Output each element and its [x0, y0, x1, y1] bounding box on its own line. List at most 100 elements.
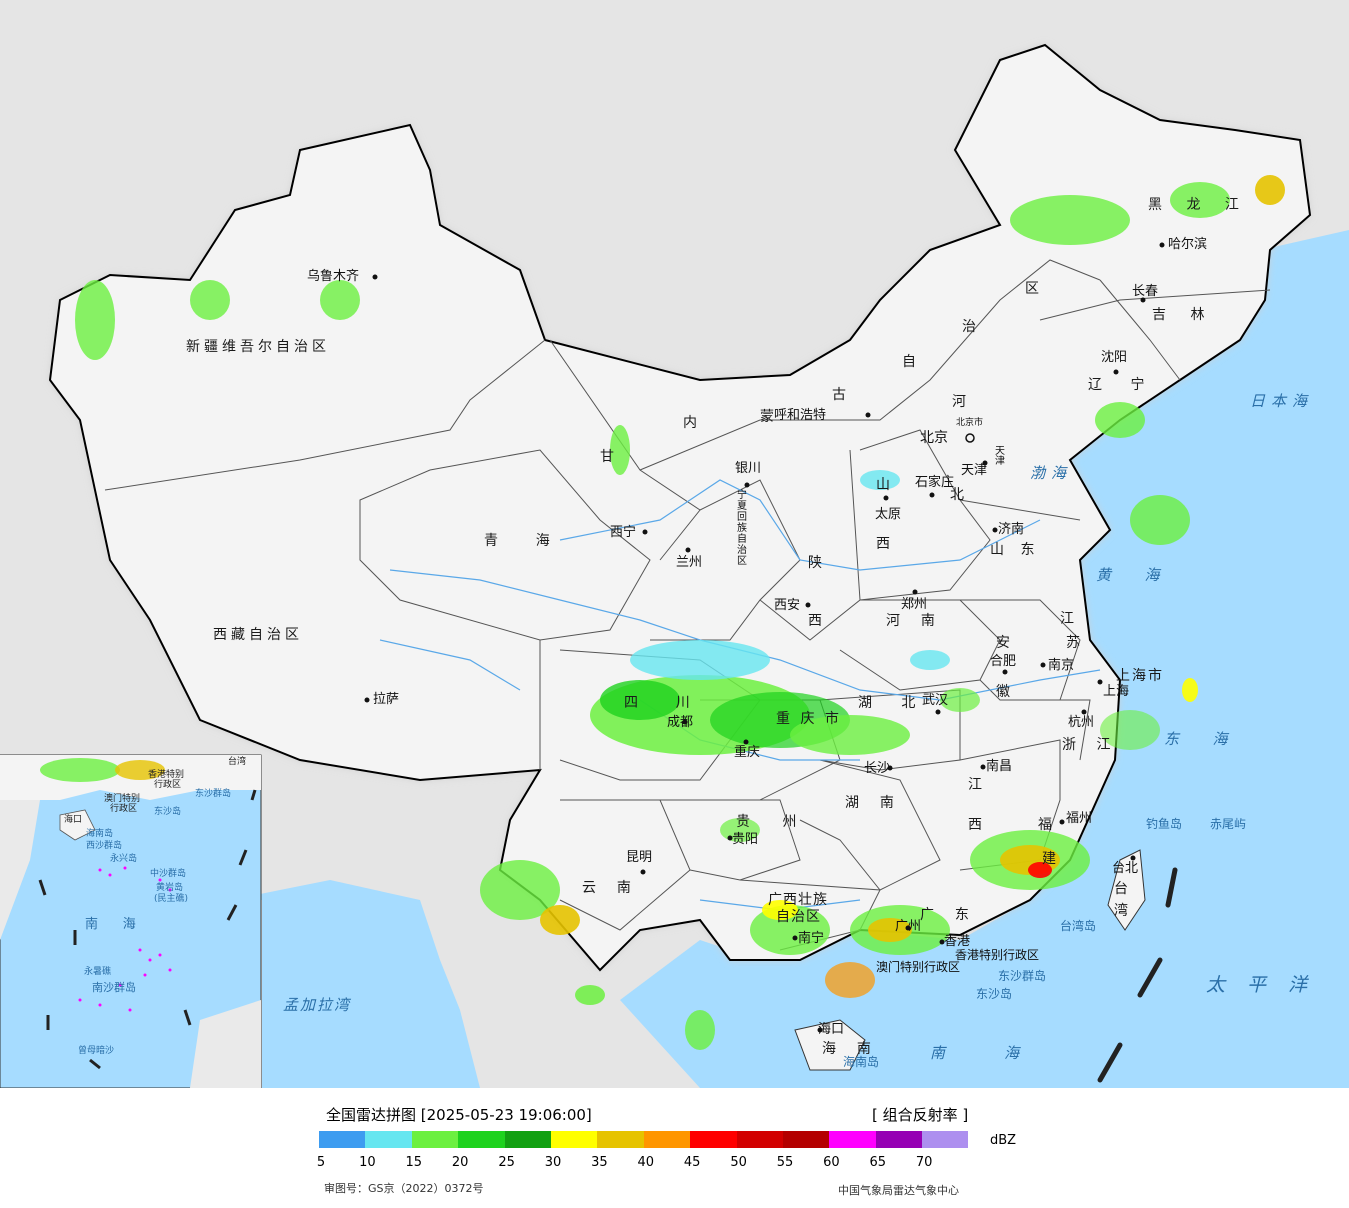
label-shandong: 山 东	[990, 542, 1041, 558]
city-taipei: 台北	[1112, 861, 1139, 876]
city-tianjin-city: 天津	[995, 446, 1005, 467]
legend-swatch-7	[643, 1131, 691, 1148]
inset-label-huangyan2: (民主礁)	[154, 894, 189, 904]
label-heilongjiang: 黑 龙 江	[1148, 197, 1249, 213]
legend-tick-65: 65	[869, 1155, 887, 1170]
island-chiwei: 赤尾屿	[1210, 817, 1247, 831]
legend: 全国雷达拼图 [2025-05-23 19:06:00] [ 组合反射率 ] 5…	[0, 1088, 1349, 1208]
label-hebei-1: 河	[952, 394, 966, 410]
inset-label-southsea: 南 海	[85, 917, 136, 932]
city-shanghai: 上海	[1103, 684, 1130, 699]
city-lhasa: 拉萨	[373, 692, 400, 707]
label-guangxi-2: 自治区	[776, 909, 821, 925]
inset-label-taiwan: 台湾	[228, 757, 247, 767]
inset-label-haikou: 海口	[64, 815, 83, 825]
label-guangdong: 广 东	[920, 907, 973, 923]
city-wuhan: 武汉	[922, 693, 949, 708]
radar-echoes	[75, 175, 1285, 1050]
legend-tick-40: 40	[637, 1155, 655, 1170]
city-changchun: 长春	[1132, 284, 1159, 299]
map-canvas	[0, 43, 1349, 1088]
city-urumqi: 乌鲁木齐	[307, 269, 360, 284]
city-nanjing: 南京	[1048, 658, 1075, 673]
label-fujian-1: 福	[1038, 817, 1052, 833]
label-neimenggu-6: 区	[1025, 281, 1039, 297]
legend-swatch-11	[829, 1131, 876, 1148]
legend-swatch-10	[782, 1131, 830, 1148]
city-hangzhou: 杭州	[1068, 715, 1095, 730]
island-taiwan: 台湾岛	[1060, 919, 1097, 933]
label-ningxia: 宁夏回族自治区	[737, 490, 747, 567]
city-haikou: 海口	[818, 1022, 845, 1037]
inset-label-nansha: 南沙群岛	[92, 981, 136, 994]
sea-yellow: 黄 海	[1096, 566, 1168, 584]
label-neimenggu-1: 内	[683, 415, 697, 431]
label-neimenggu-4: 自	[902, 354, 916, 370]
inset-label-dongsha: 东沙群岛	[195, 789, 232, 799]
label-taiwan-1: 台	[1114, 881, 1128, 897]
city-hefei: 合肥	[990, 654, 1017, 669]
label-xizang: 西藏自治区	[213, 627, 303, 643]
sea-japan: 日本海	[1250, 392, 1314, 410]
label-xinjiang: 新疆维吾尔自治区	[186, 339, 330, 355]
boundary-dashes	[1097, 867, 1178, 1083]
city-beijing-city: 北京市	[956, 418, 984, 428]
city-hohhot: 呼和浩特	[774, 408, 827, 423]
label-henan: 河 南	[886, 613, 939, 629]
city-guangzhou: 广州	[895, 919, 922, 934]
city-harbin: 哈尔滨	[1168, 237, 1208, 252]
label-macau: 澳门特别行政区	[876, 960, 961, 974]
taiwan-island-shape	[1107, 849, 1146, 931]
legend-title: 全国雷达拼图 [2025-05-23 19:06:00]	[326, 1106, 592, 1124]
label-hongkong: 香港特别行政区	[955, 948, 1040, 962]
city-lanzhou: 兰州	[676, 555, 703, 570]
city-shijiazhuang: 石家庄	[915, 475, 955, 490]
bengal-sea	[230, 880, 480, 1088]
label-neimenggu-2: 蒙	[760, 409, 774, 425]
legend-swatch-6	[597, 1131, 644, 1148]
label-hubei: 湖 北	[858, 695, 920, 711]
sea-south: 南 海	[930, 1044, 1028, 1062]
label-neimenggu-5: 治	[962, 319, 976, 335]
hainan-island-shape	[794, 1019, 866, 1071]
city-shenyang: 沈阳	[1101, 350, 1128, 365]
city-xian: 西安	[774, 598, 801, 613]
map-approval-number: 审图号：GS京（2022）0372号	[324, 1182, 484, 1195]
legend-tick-70: 70	[915, 1155, 933, 1170]
inset-label-zhongsha: 中沙群岛	[150, 869, 187, 879]
inset-south-china-sea	[0, 754, 262, 1088]
legend-tick-55: 55	[776, 1155, 794, 1170]
legend-swatch-5	[550, 1131, 598, 1148]
inset-label-hainan: 海南岛	[86, 829, 114, 839]
inset-label-mo: 澳门特别	[104, 794, 141, 804]
city-chongqing: 重庆	[734, 745, 761, 760]
city-fuzhou: 福州	[1066, 811, 1093, 826]
inset-label-huangyan: 黄岩岛	[156, 883, 184, 893]
island-dongsha-d: 东沙岛	[976, 987, 1013, 1001]
inset-label-yongxing: 永兴岛	[110, 854, 138, 864]
label-gansu: 甘	[600, 449, 614, 465]
japan-sea	[1250, 290, 1349, 470]
city-tianjin: 天津	[961, 463, 988, 478]
legend-color-bar	[319, 1131, 969, 1148]
city-hongkong: 香港	[944, 934, 971, 949]
label-sichuan: 四 川	[624, 695, 694, 711]
label-jiangsu-1: 江	[1060, 611, 1074, 627]
legend-swatch-8	[690, 1131, 737, 1148]
legend-tick-25: 25	[498, 1155, 515, 1170]
city-zhengzhou: 郑州	[901, 597, 928, 612]
label-guangxi-1: 广西壮族	[768, 892, 828, 908]
city-xining: 西宁	[610, 525, 637, 540]
legend-tick-35: 35	[591, 1155, 608, 1170]
label-anhui-1: 安	[996, 635, 1010, 651]
legend-swatch-12	[875, 1131, 923, 1148]
label-yinchuan: 银川	[735, 461, 762, 476]
legend-swatch-9	[736, 1131, 783, 1148]
label-shaanxi-2: 西	[808, 613, 822, 629]
legend-tick-60: 60	[823, 1155, 840, 1170]
island-hainan: 海南岛	[843, 1055, 880, 1069]
label-hunan: 湖 南	[845, 795, 898, 811]
inset-label-xisha: 西沙群岛	[86, 841, 123, 851]
data-source: 中国气象局雷达气象中心	[838, 1184, 959, 1197]
city-taiyuan: 太原	[875, 507, 902, 522]
